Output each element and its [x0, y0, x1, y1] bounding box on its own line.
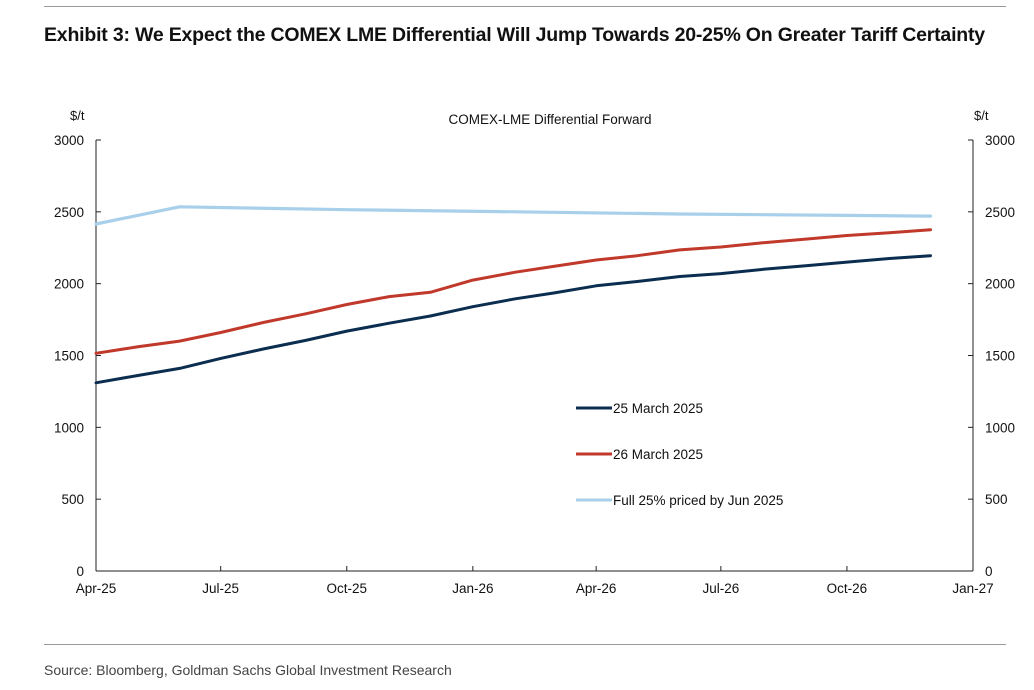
left-y-tick-label: 0	[76, 564, 84, 579]
left-y-tick-label: 500	[61, 492, 84, 507]
x-tick-label: Jul-25	[202, 581, 239, 596]
bottom-rule	[44, 644, 1006, 645]
legend: 25 March 2025 26 March 2025 Full 25% price…	[576, 401, 783, 508]
right-y-tick-label: 500	[985, 492, 1008, 507]
left-axis-unit-label: $/t	[70, 108, 85, 123]
top-rule	[44, 6, 1006, 7]
x-tick-label: Apr-26	[576, 581, 617, 596]
left-y-tick-label: 1500	[54, 349, 84, 364]
right-y-tick-label: 3000	[985, 133, 1015, 148]
chart-title: COMEX-LME Differential Forward	[448, 112, 651, 127]
left-y-tick-label: 2500	[54, 205, 84, 220]
series-line-1	[94, 254, 932, 385]
x-tick-label: Oct-25	[327, 581, 368, 596]
x-tick-label: Oct-26	[827, 581, 868, 596]
right-y-tick-label: 2000	[985, 277, 1015, 292]
left-y-tick-label: 1000	[54, 420, 84, 435]
x-tick-label: Jul-26	[702, 581, 739, 596]
x-tick-label: Jan-26	[452, 581, 493, 596]
axes-layer: 0 0 500 500 1000 1000 1500 1500 2000 2000 2500 2500…	[54, 133, 1015, 596]
x-tick-label: Jan-27	[952, 581, 993, 596]
x-tick-label: Apr-25	[76, 581, 117, 596]
left-y-tick-label: 2000	[54, 277, 84, 292]
right-y-tick-label: 0	[985, 564, 993, 579]
series-line-2	[94, 228, 932, 355]
right-y-tick-label: 1000	[985, 420, 1015, 435]
source-note: Source: Bloomberg, Goldman Sachs Global …	[44, 662, 452, 678]
left-y-tick-label: 3000	[54, 133, 84, 148]
legend-label-2: 26 March 2025	[613, 447, 703, 462]
legend-label-1: 25 March 2025	[613, 401, 703, 416]
right-y-tick-label: 1500	[985, 349, 1015, 364]
series-line-3	[94, 205, 933, 226]
right-y-tick-label: 2500	[985, 205, 1015, 220]
right-axis-unit-label: $/t	[974, 108, 989, 123]
series-layer	[94, 205, 933, 385]
legend-label-3: Full 25% priced by Jun 2025	[613, 493, 783, 508]
exhibit-title: Exhibit 3: We Expect the COMEX LME Diffe…	[44, 24, 985, 46]
